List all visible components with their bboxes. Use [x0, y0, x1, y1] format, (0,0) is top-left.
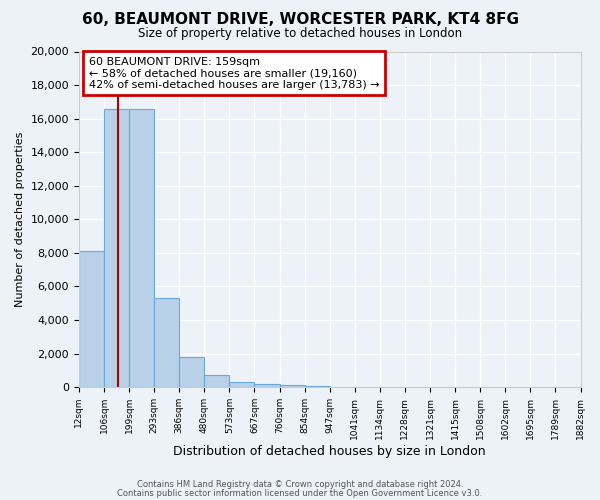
- Bar: [154, 298, 179, 387]
- Text: Size of property relative to detached houses in London: Size of property relative to detached ho…: [138, 28, 462, 40]
- Bar: [305, 386, 330, 387]
- Bar: [129, 108, 154, 387]
- Bar: [330, 386, 355, 387]
- Bar: [179, 357, 205, 387]
- Bar: [104, 108, 129, 387]
- Bar: [254, 384, 280, 387]
- Text: Contains public sector information licensed under the Open Government Licence v3: Contains public sector information licen…: [118, 488, 482, 498]
- Bar: [205, 376, 229, 387]
- X-axis label: Distribution of detached houses by size in London: Distribution of detached houses by size …: [173, 444, 486, 458]
- Bar: [229, 382, 254, 387]
- Y-axis label: Number of detached properties: Number of detached properties: [15, 132, 25, 307]
- Text: 60 BEAUMONT DRIVE: 159sqm
← 58% of detached houses are smaller (19,160)
42% of s: 60 BEAUMONT DRIVE: 159sqm ← 58% of detac…: [89, 56, 380, 90]
- Text: Contains HM Land Registry data © Crown copyright and database right 2024.: Contains HM Land Registry data © Crown c…: [137, 480, 463, 489]
- Bar: [79, 251, 104, 387]
- Bar: [280, 386, 305, 387]
- Text: 60, BEAUMONT DRIVE, WORCESTER PARK, KT4 8FG: 60, BEAUMONT DRIVE, WORCESTER PARK, KT4 …: [82, 12, 518, 28]
